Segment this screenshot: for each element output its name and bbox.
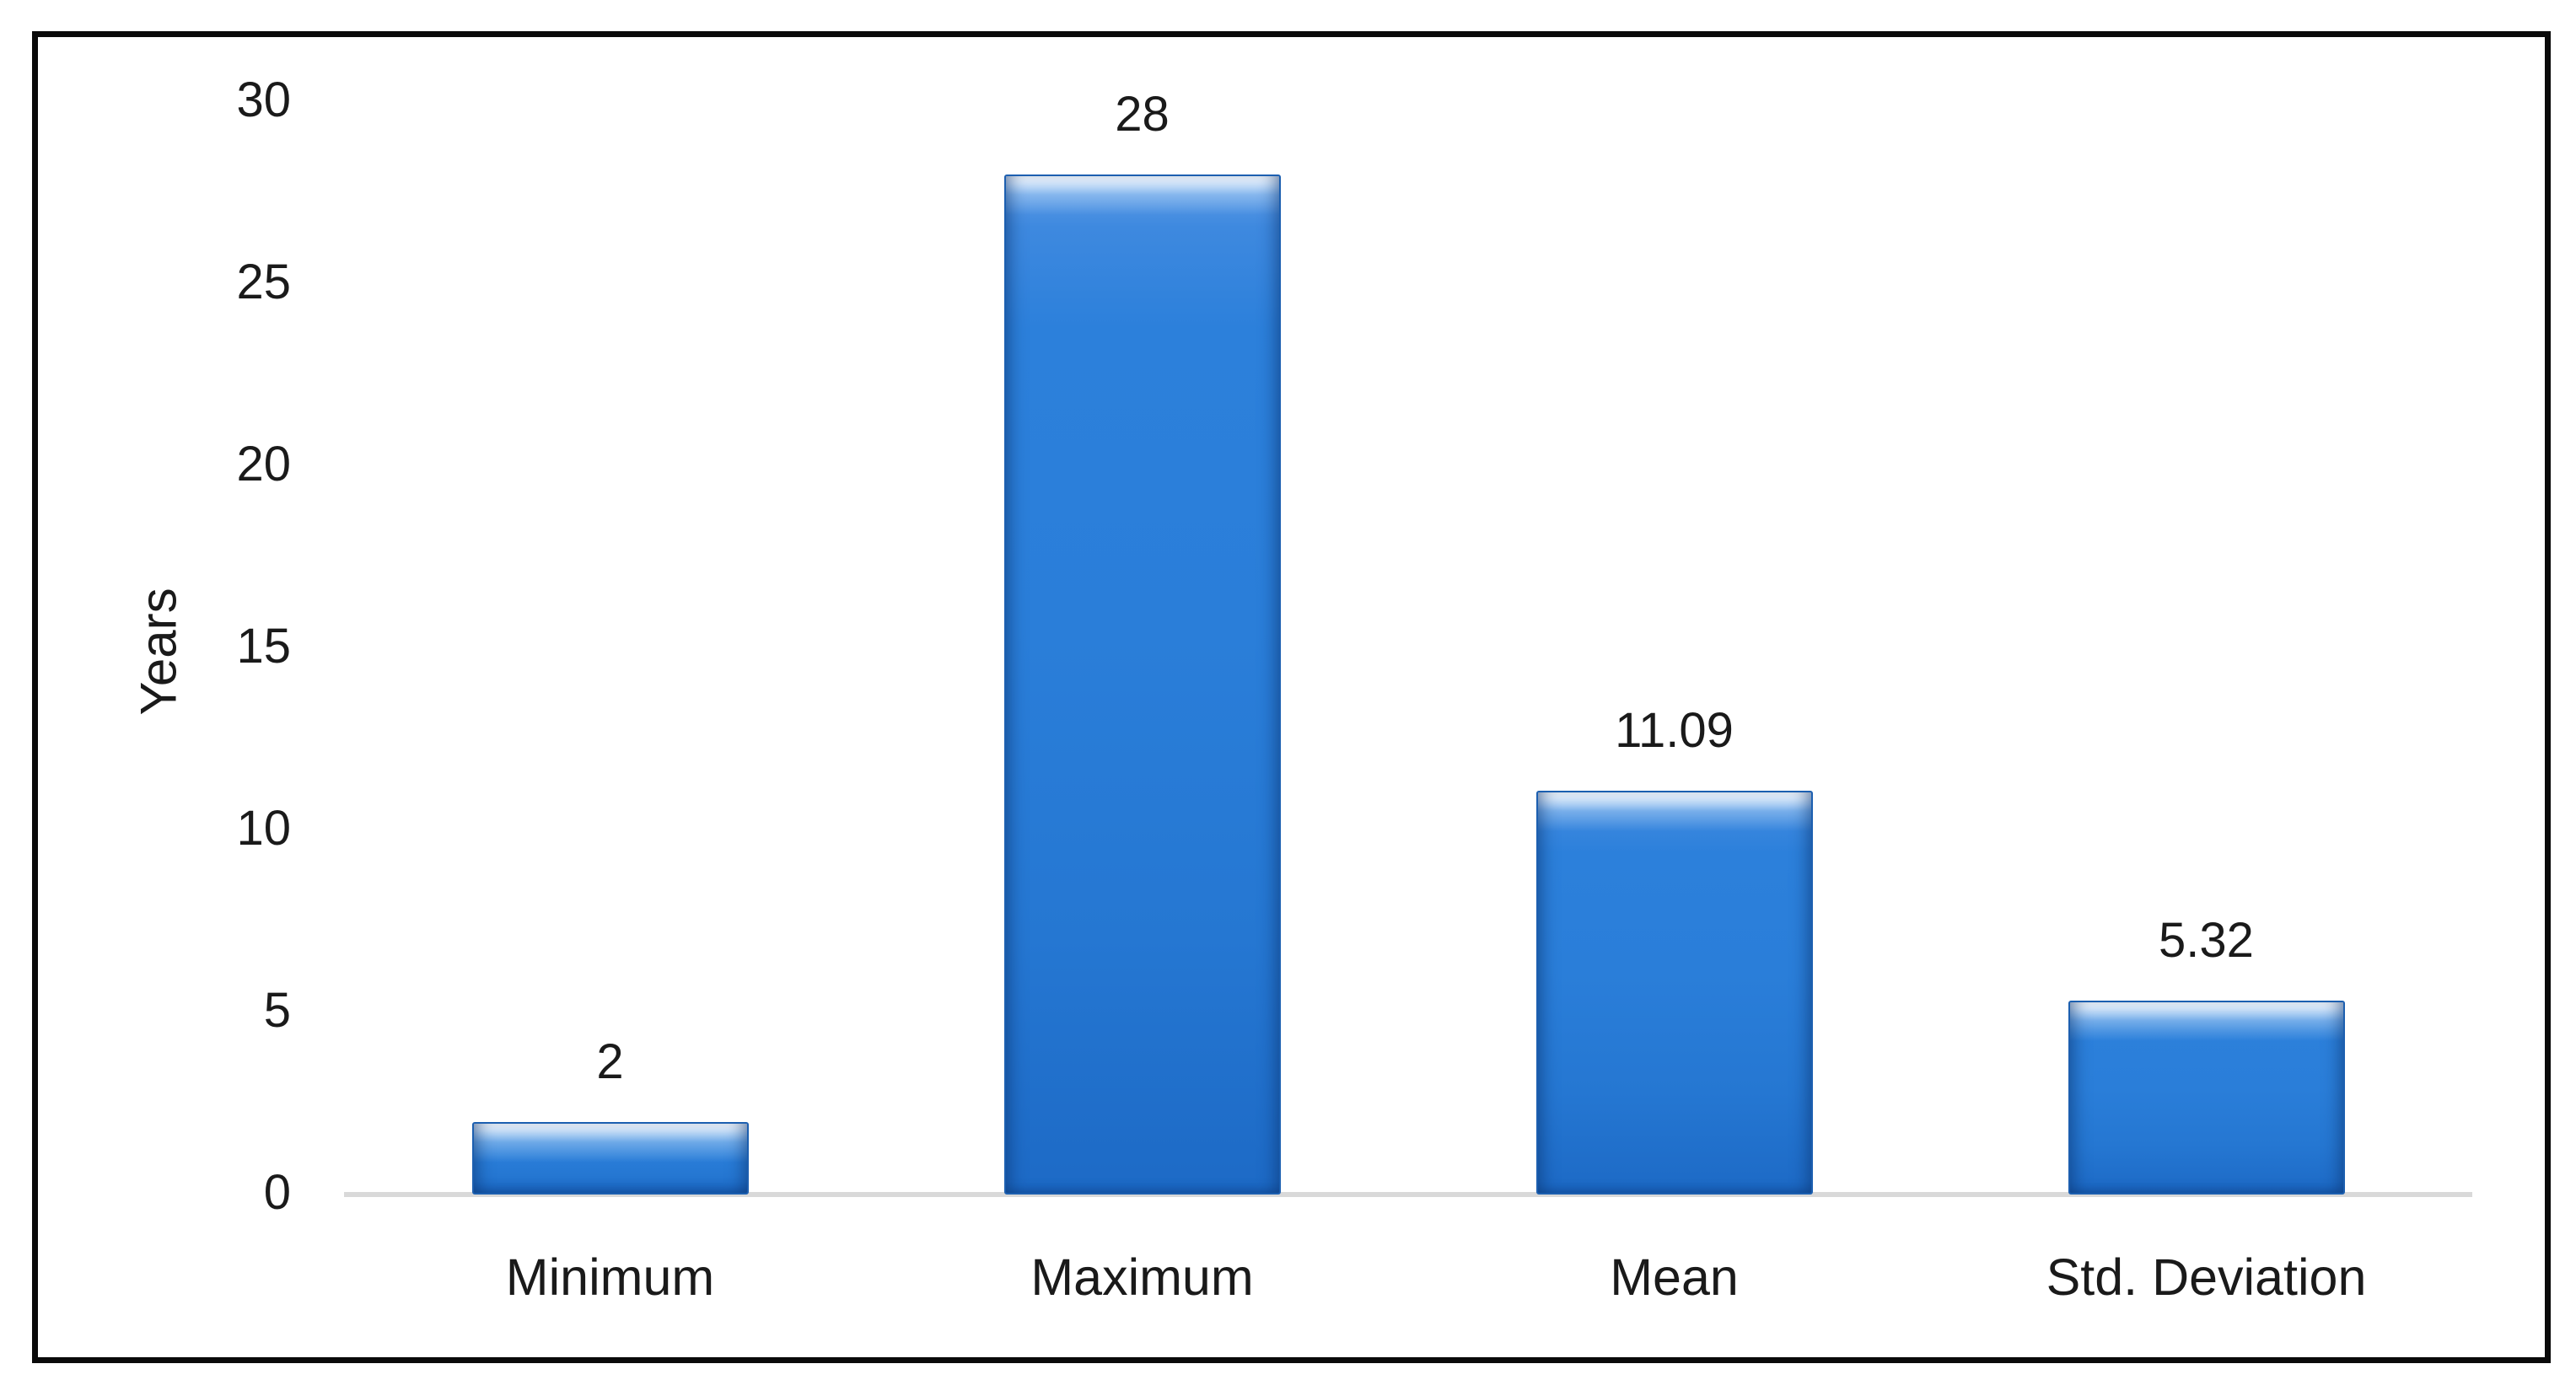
bar-value-label: 2 <box>596 1034 624 1089</box>
x-category-label: Minimum <box>505 1248 715 1306</box>
x-category-label: Mean <box>1610 1248 1739 1306</box>
bar-value-label: 28 <box>1115 87 1170 142</box>
x-axis-line <box>344 1192 2472 1197</box>
y-tick-label: 0 <box>263 1165 291 1220</box>
x-category-label: Maximum <box>1030 1248 1254 1306</box>
y-tick-label: 25 <box>236 255 291 309</box>
y-tick-label: 10 <box>236 801 291 856</box>
bar-value-label: 11.09 <box>1615 703 1734 758</box>
y-tick-label: 15 <box>236 619 291 674</box>
y-tick-label: 20 <box>236 437 291 491</box>
bar-mean <box>1535 791 1813 1195</box>
x-category-label: Std. Deviation <box>2046 1248 2367 1306</box>
y-tick-label: 5 <box>263 983 291 1038</box>
bar-maximum <box>1003 174 1281 1195</box>
bar-value-label: 5.32 <box>2159 913 2254 968</box>
bar-std-deviation <box>2068 1001 2345 1195</box>
y-tick-label: 30 <box>236 72 291 127</box>
bar-minimum <box>471 1122 749 1195</box>
